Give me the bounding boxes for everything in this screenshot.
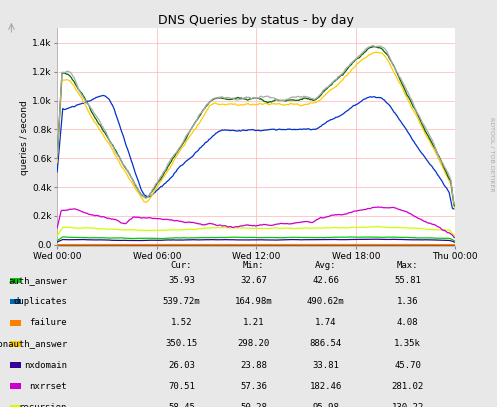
Text: failure: failure <box>29 318 67 327</box>
Text: 539.72m: 539.72m <box>163 297 200 306</box>
Text: nxrrset: nxrrset <box>29 382 67 391</box>
Text: 33.81: 33.81 <box>312 361 339 370</box>
Title: DNS Queries by status - by day: DNS Queries by status - by day <box>158 14 354 27</box>
Text: 55.81: 55.81 <box>394 276 421 285</box>
Text: 350.15: 350.15 <box>166 339 197 348</box>
Text: 58.45: 58.45 <box>168 403 195 407</box>
Text: 1.36: 1.36 <box>397 297 418 306</box>
Text: RDTOOL / TOB.OETIKER: RDTOOL / TOB.OETIKER <box>490 117 495 192</box>
Text: 57.36: 57.36 <box>240 382 267 391</box>
Text: 164.98m: 164.98m <box>235 297 272 306</box>
Text: 182.46: 182.46 <box>310 382 341 391</box>
Text: 50.28: 50.28 <box>240 403 267 407</box>
Text: 298.20: 298.20 <box>238 339 269 348</box>
Text: Max:: Max: <box>397 261 418 270</box>
Text: 26.03: 26.03 <box>168 361 195 370</box>
Text: auth_answer: auth_answer <box>8 276 67 285</box>
Text: 1.74: 1.74 <box>315 318 336 327</box>
Text: 886.54: 886.54 <box>310 339 341 348</box>
Text: Min:: Min: <box>243 261 264 270</box>
Text: 281.02: 281.02 <box>392 382 423 391</box>
Text: nxdomain: nxdomain <box>24 361 67 370</box>
Text: 1.35k: 1.35k <box>394 339 421 348</box>
Text: 23.88: 23.88 <box>240 361 267 370</box>
Text: recursion: recursion <box>19 403 67 407</box>
Text: 1.52: 1.52 <box>170 318 192 327</box>
Text: 4.08: 4.08 <box>397 318 418 327</box>
Text: 130.22: 130.22 <box>392 403 423 407</box>
Text: 490.62m: 490.62m <box>307 297 344 306</box>
Text: 95.98: 95.98 <box>312 403 339 407</box>
Text: 70.51: 70.51 <box>168 382 195 391</box>
Text: nonauth_answer: nonauth_answer <box>0 339 67 348</box>
Text: 32.67: 32.67 <box>240 276 267 285</box>
Text: duplicates: duplicates <box>13 297 67 306</box>
Text: Avg:: Avg: <box>315 261 336 270</box>
Text: Cur:: Cur: <box>170 261 192 270</box>
Text: 35.93: 35.93 <box>168 276 195 285</box>
Y-axis label: queries / second: queries / second <box>20 100 29 175</box>
Text: 42.66: 42.66 <box>312 276 339 285</box>
Text: 1.21: 1.21 <box>243 318 264 327</box>
Text: 45.70: 45.70 <box>394 361 421 370</box>
